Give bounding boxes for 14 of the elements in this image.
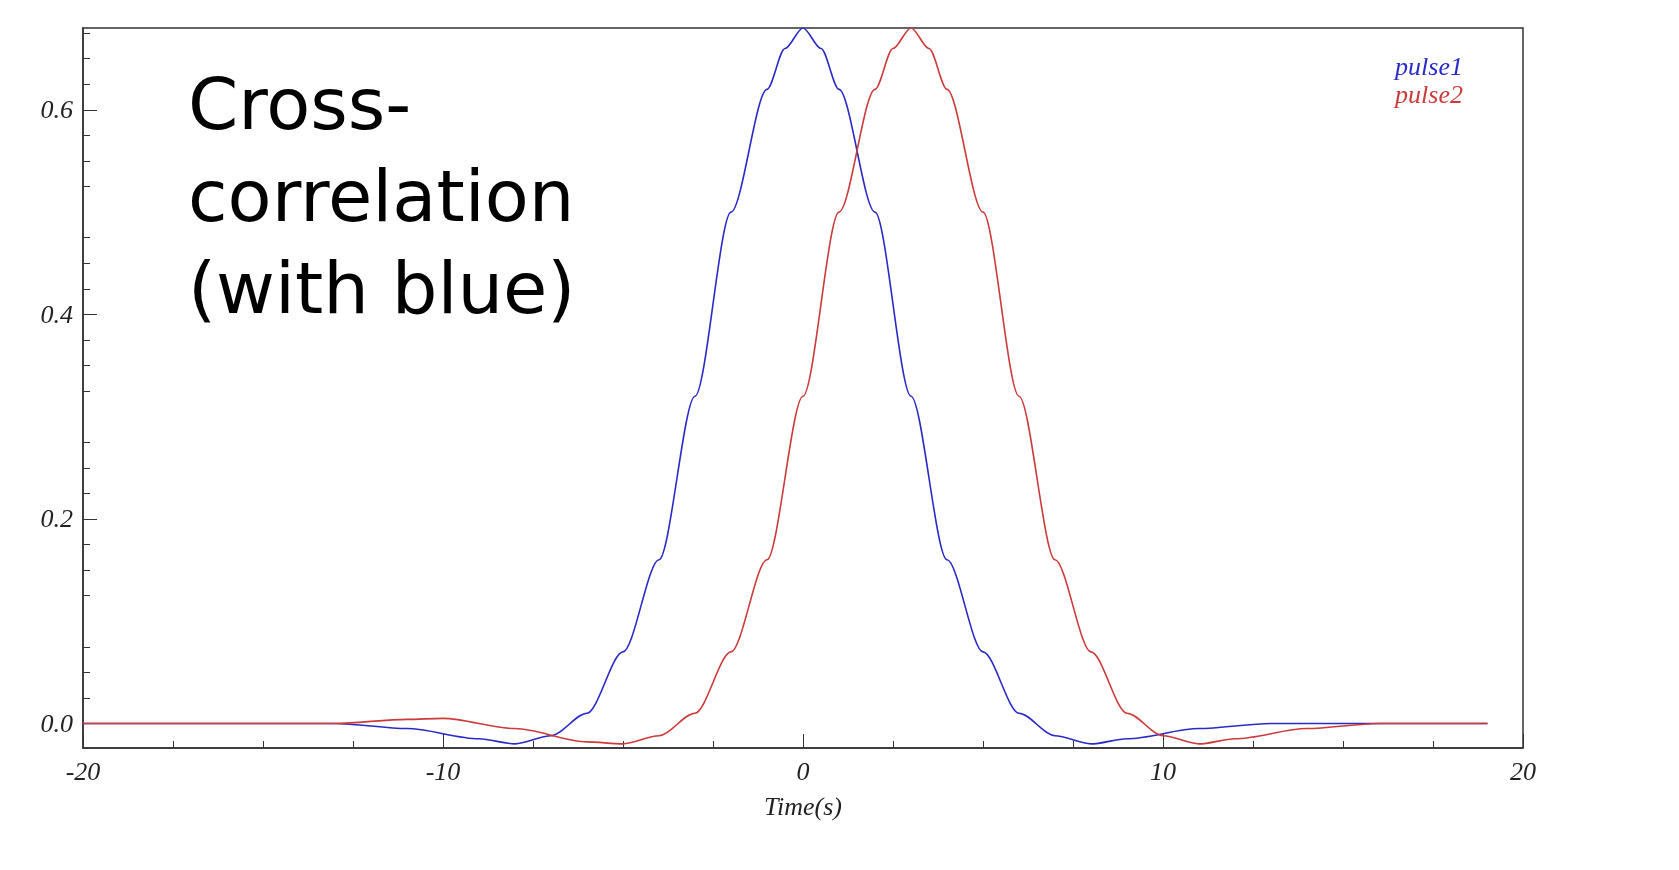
text: pulse1 (1393, 51, 1464, 81)
x-tick-label: 0 (796, 756, 810, 786)
y-tick-label: 0.4 (40, 299, 73, 329)
y-tick-label: 0.0 (40, 708, 73, 738)
x-tick-label: 10 (1150, 756, 1176, 786)
x-tick-label: 20 (1510, 756, 1536, 786)
x-tick-label: -20 (65, 756, 101, 786)
line-series (82, 27, 1488, 745)
x-tick-label: -10 (425, 756, 461, 786)
y-tick-label: 0.2 (40, 504, 73, 534)
annotation: Cross- correlation (with blue) (188, 62, 576, 330)
y-tick-label: 0.6 (40, 95, 73, 125)
text: pulse2 (1393, 79, 1464, 109)
x-axis-title: Time(s) (764, 791, 842, 821)
